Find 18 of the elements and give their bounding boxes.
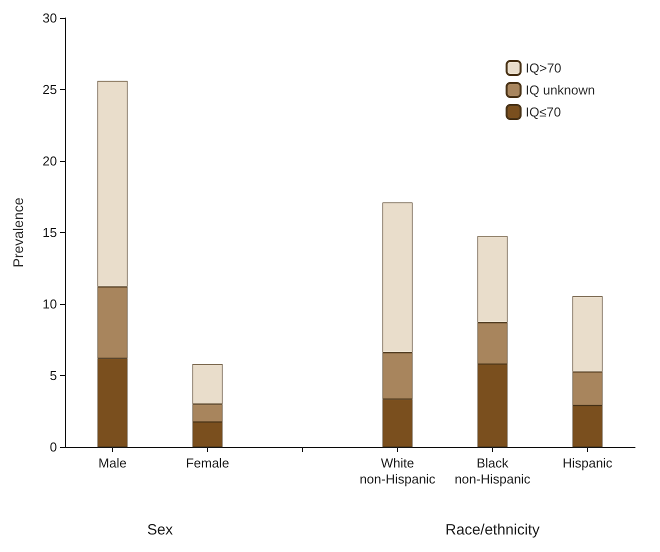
y-tick-label: 25 [42, 82, 57, 97]
y-axis-title: Prevalence [10, 197, 26, 268]
legend-label: IQ≤70 [526, 104, 561, 120]
x-tick-label: Hispanic [562, 456, 613, 470]
y-tick-label: 0 [50, 440, 57, 454]
x-tick-label: Female [186, 456, 230, 470]
x-tick-label: White non-Hispanic [360, 456, 436, 486]
text: Race/ethnicity [445, 522, 540, 538]
x-tick-label: Male [98, 456, 127, 470]
y-tick-label: 10 [42, 296, 57, 312]
text: Sex [147, 522, 174, 538]
y-tick-label: 30 [42, 10, 57, 26]
y-tick-label: 20 [42, 154, 57, 168]
y-tick-label: 5 [50, 368, 57, 383]
legend-label: IQ unknown [526, 82, 595, 98]
legend-label: IQ>70 [526, 60, 562, 76]
x-tick-label: Black non-Hispanic [454, 456, 531, 486]
y-tick-label: 15 [42, 225, 57, 240]
